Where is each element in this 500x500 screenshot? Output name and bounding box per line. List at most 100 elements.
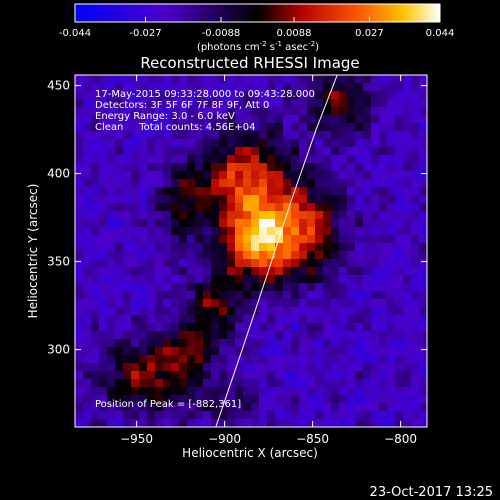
heatmap-cell: [267, 283, 276, 292]
heatmap-cell: [331, 291, 340, 300]
heatmap-cell: [307, 395, 316, 404]
heatmap-cell: [395, 115, 404, 124]
heatmap-cell: [291, 315, 300, 324]
heatmap-cell: [235, 379, 244, 388]
heatmap-cell: [83, 243, 92, 252]
heatmap-cell: [403, 419, 412, 427]
heatmap-cell: [211, 419, 220, 427]
heatmap-cell: [187, 195, 196, 204]
heatmap-cell: [115, 91, 124, 100]
heatmap-cell: [419, 211, 427, 220]
heatmap-cell: [323, 155, 332, 164]
heatmap-cell: [299, 155, 308, 164]
heatmap-cell: [91, 331, 100, 340]
heatmap-cell: [251, 323, 260, 332]
heatmap-cell: [347, 83, 356, 92]
heatmap-cell: [363, 235, 372, 244]
heatmap-cell: [211, 379, 220, 388]
heatmap-cell: [163, 147, 172, 156]
heatmap-cell: [195, 299, 204, 308]
heatmap-cell: [171, 115, 180, 124]
heatmap-cell: [235, 419, 244, 427]
heatmap-cell: [371, 211, 380, 220]
heatmap-cell: [259, 211, 268, 220]
heatmap-cell: [307, 179, 316, 188]
heatmap-cell: [187, 123, 196, 132]
heatmap-cell: [291, 283, 300, 292]
heatmap-cell: [323, 91, 332, 100]
heatmap-cell: [419, 179, 427, 188]
heatmap-cell: [323, 379, 332, 388]
heatmap-cell: [139, 283, 148, 292]
heatmap-cell: [115, 371, 124, 380]
heatmap-cell: [163, 331, 172, 340]
heatmap-cell: [147, 235, 156, 244]
heatmap-cell: [107, 115, 116, 124]
heatmap-cell: [235, 211, 244, 220]
colorbar: -0.044 -0.027 -0.0088 0.0088 0.027 0.044 (pho…: [59, 3, 454, 53]
heatmap-cell: [243, 115, 252, 124]
heatmap-cell: [115, 339, 124, 348]
heatmap-cell: [355, 171, 364, 180]
heatmap-cell: [155, 419, 164, 427]
heatmap-cell: [219, 403, 228, 412]
heatmap-cell: [115, 83, 124, 92]
heatmap-cell: [291, 115, 300, 124]
heatmap-cell: [339, 275, 348, 284]
heatmap-cell: [163, 219, 172, 228]
heatmap-cell: [371, 75, 380, 84]
heatmap-cell: [419, 91, 427, 100]
heatmap-cell: [387, 275, 396, 284]
heatmap-cell: [251, 395, 260, 404]
heatmap-cell: [163, 355, 172, 364]
heatmap-cell: [267, 147, 276, 156]
heatmap-cell: [163, 259, 172, 268]
heatmap-cell: [219, 123, 228, 132]
heatmap-cell: [267, 251, 276, 260]
heatmap-cell: [163, 291, 172, 300]
heatmap-cell: [195, 419, 204, 427]
heatmap-cell: [387, 347, 396, 356]
heatmap-cell: [219, 315, 228, 324]
heatmap-cell: [187, 315, 196, 324]
heatmap-cell: [291, 379, 300, 388]
heatmap-cell: [147, 267, 156, 276]
heatmap-cell: [75, 179, 84, 188]
heatmap-cell: [107, 203, 116, 212]
heatmap-cell: [91, 347, 100, 356]
heatmap-cell: [307, 259, 316, 268]
heatmap-cell: [171, 275, 180, 284]
heatmap-cell: [243, 339, 252, 348]
heatmap-cell: [187, 107, 196, 116]
heatmap-cell: [163, 403, 172, 412]
heatmap-cell: [163, 171, 172, 180]
heatmap-cell: [387, 195, 396, 204]
heatmap-cell: [251, 211, 260, 220]
heatmap-cell: [379, 323, 388, 332]
heatmap-cell: [187, 283, 196, 292]
heatmap-cell: [379, 315, 388, 324]
heatmap-cell: [395, 395, 404, 404]
heatmap-cell: [331, 363, 340, 372]
heatmap-cell: [219, 347, 228, 356]
heatmap-cell: [171, 299, 180, 308]
heatmap-cell: [283, 323, 292, 332]
heatmap-cell: [131, 331, 140, 340]
heatmap-cell: [139, 275, 148, 284]
heatmap-cell: [171, 163, 180, 172]
heatmap-cell: [75, 283, 84, 292]
heatmap-cell: [259, 195, 268, 204]
heatmap-cell: [275, 395, 284, 404]
heatmap-cell: [227, 307, 236, 316]
heatmap-cell: [115, 163, 124, 172]
heatmap-cell: [347, 171, 356, 180]
heatmap-cell: [403, 283, 412, 292]
heatmap-cell: [115, 411, 124, 420]
heatmap-cell: [163, 99, 172, 108]
heatmap-cell: [195, 371, 204, 380]
heatmap-cell: [131, 179, 140, 188]
heatmap-cell: [299, 203, 308, 212]
heatmap-cell: [187, 75, 196, 84]
heatmap-cell: [291, 123, 300, 132]
heatmap-cell: [411, 291, 420, 300]
